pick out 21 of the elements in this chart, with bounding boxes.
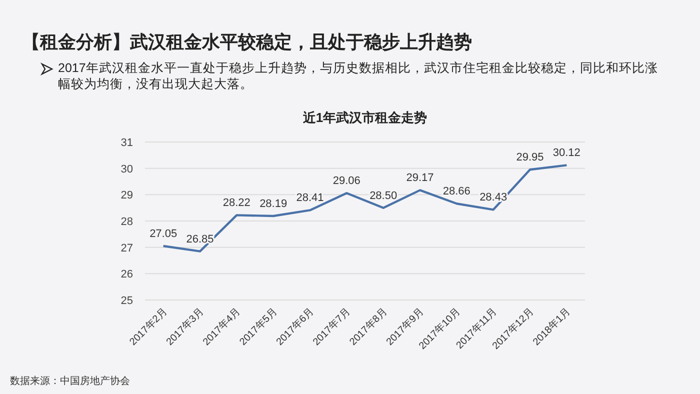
x-axis-title: 近1年武汉市租金走势: [302, 110, 428, 125]
y-tick-label: 30: [120, 163, 133, 176]
y-tick-label: 28: [120, 216, 133, 228]
data-label: 29.06: [332, 175, 360, 188]
data-label: 29.17: [406, 172, 434, 184]
y-tick-label: 29: [120, 190, 133, 202]
source-note: 数据来源：中国房地产协会: [10, 374, 130, 388]
chart-subtitle: 2017年武汉租金水平一直处于稳步上升趋势，与历史数据相比，武汉市住宅租金比较稳定，同比和环比涨幅较为均衡，没有出现大起大落。: [58, 60, 658, 92]
data-label: 28.19: [260, 198, 288, 210]
y-tick-label: 25: [120, 295, 133, 307]
chart-title: 【租金分析】武汉租金水平较稳定，且处于稳步上升趋势: [22, 31, 472, 54]
data-label: 28.50: [370, 190, 398, 202]
y-tick-label: 27: [120, 242, 133, 254]
data-label: 28.41: [296, 192, 324, 204]
data-label: 29.95: [516, 152, 544, 164]
data-label: 28.22: [222, 197, 250, 210]
data-label: 28.66: [442, 186, 470, 198]
data-label: 30.12: [552, 147, 580, 160]
y-tick-label: 26: [120, 268, 133, 281]
y-tick-label: 31: [120, 137, 133, 149]
data-label: 27.05: [150, 228, 178, 240]
